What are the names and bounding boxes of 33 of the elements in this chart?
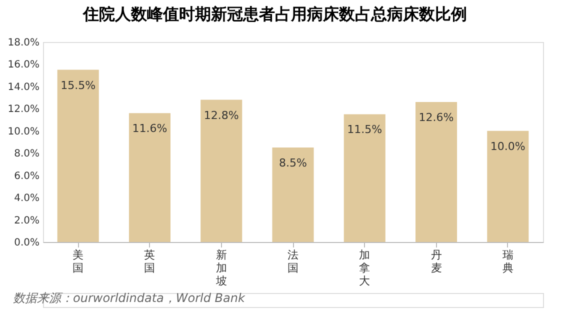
data-label: 12.6% [418,111,454,124]
x-tick-label: 美国 [72,248,84,274]
bar [57,70,99,242]
data-label: 11.6% [132,122,168,136]
x-tick-label: 新加坡 [214,248,227,288]
y-tick-label: 0.0% [14,238,40,248]
x-tick-label: 法国 [288,248,298,274]
y-tick-label: 4.0% [14,193,40,204]
y-tick-label: 2.0% [14,215,40,226]
bar [272,148,314,242]
data-label: 12.8% [204,108,239,122]
y-tick-label: 8.0% [14,148,40,160]
bar [344,114,386,242]
x-tick-label: 瑞典 [502,248,514,274]
data-label: 8.5% [279,156,307,170]
bar [415,102,458,242]
data-label: 11.5% [347,123,382,136]
bar [128,113,171,242]
y-tick-label: 18.0% [8,38,40,48]
y-tick-label: 12.0% [8,104,40,116]
x-tick-label: 丹麦 [430,248,442,274]
data-label: 10.0% [490,140,526,153]
bar [200,100,242,242]
y-tick-label: 6.0% [14,170,40,182]
bar [487,130,529,242]
data-label: 15.5% [60,78,96,92]
y-tick-label: 14.0% [8,82,40,93]
y-tick-label: 10.0% [8,126,40,138]
y-tick-label: 16.0% [8,60,40,71]
x-tick-label: 加拿大 [359,248,370,288]
source-note: 数据来源：ourworldindata，World Bank [13,291,246,305]
chart-title: 住院人数峰值时期新冠患者占用病床数占总病床数比例 [82,4,468,24]
x-tick-label: 英国 [144,248,156,274]
